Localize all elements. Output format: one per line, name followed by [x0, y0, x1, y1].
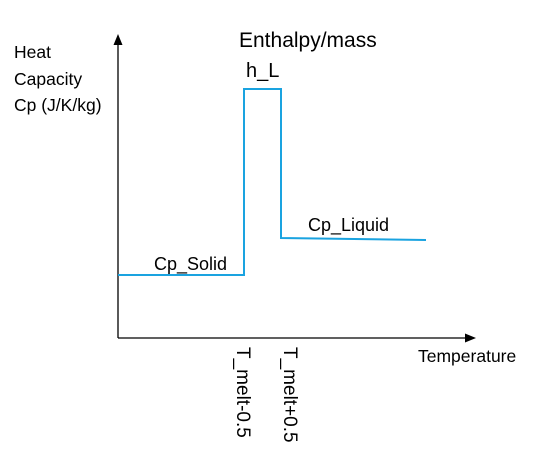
diagram-title: Enthalpy/mass: [239, 29, 377, 52]
solid-phase-label: Cp_Solid: [154, 254, 227, 275]
y-axis-label-line-2: Capacity: [14, 69, 82, 89]
peak-label: h_L: [246, 60, 279, 82]
y-axis-arrowhead: [113, 34, 123, 45]
y-axis-label-line-3: Cp (J/K/kg): [14, 95, 102, 115]
heat-capacity-curve: [118, 88, 427, 276]
tick-label-melt-low: T_melt-0.5: [232, 347, 253, 438]
axes: [113, 34, 476, 343]
tick-label-melt-high: T_melt+0.5: [279, 347, 300, 443]
liquid-phase-label: Cp_Liquid: [308, 215, 389, 236]
x-axis-arrowhead: [465, 333, 476, 343]
y-axis-label-line-1: Heat: [14, 42, 51, 62]
x-axis-label: Temperature: [418, 346, 516, 366]
